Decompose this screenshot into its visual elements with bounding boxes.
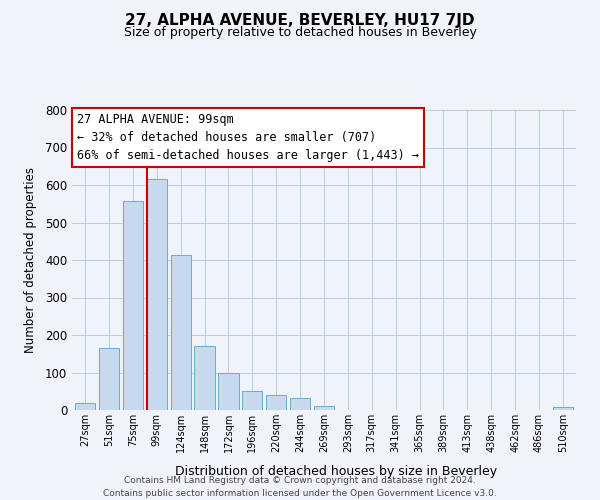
Bar: [290, 398, 310, 410]
Bar: [218, 372, 239, 410]
Bar: [194, 346, 215, 410]
Text: Size of property relative to detached houses in Beverley: Size of property relative to detached ho…: [124, 26, 476, 39]
Bar: [75, 402, 95, 410]
Bar: [99, 348, 119, 410]
Bar: [123, 200, 143, 410]
Bar: [170, 255, 191, 410]
Text: Contains HM Land Registry data © Crown copyright and database right 2024.
Contai: Contains HM Land Registry data © Crown c…: [103, 476, 497, 498]
Y-axis label: Number of detached properties: Number of detached properties: [23, 167, 37, 353]
Text: 27, ALPHA AVENUE, BEVERLEY, HU17 7JD: 27, ALPHA AVENUE, BEVERLEY, HU17 7JD: [125, 12, 475, 28]
Text: Distribution of detached houses by size in Beverley: Distribution of detached houses by size …: [175, 464, 497, 477]
Bar: [553, 407, 573, 410]
Text: 27 ALPHA AVENUE: 99sqm
← 32% of detached houses are smaller (707)
66% of semi-de: 27 ALPHA AVENUE: 99sqm ← 32% of detached…: [77, 113, 419, 162]
Bar: [266, 395, 286, 410]
Bar: [314, 406, 334, 410]
Bar: [242, 391, 262, 410]
Bar: [146, 180, 167, 410]
